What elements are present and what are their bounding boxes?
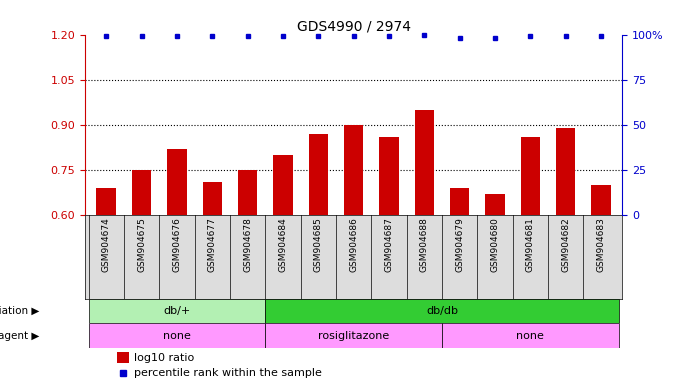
Bar <box>167 149 186 215</box>
Bar <box>592 185 611 215</box>
Text: GSM904684: GSM904684 <box>278 218 288 272</box>
Bar <box>442 323 619 348</box>
Text: GSM904675: GSM904675 <box>137 218 146 273</box>
Text: GSM904676: GSM904676 <box>173 218 182 273</box>
Bar <box>203 182 222 215</box>
Bar <box>97 188 116 215</box>
Text: GSM904682: GSM904682 <box>561 218 570 272</box>
Text: agent ▶: agent ▶ <box>0 331 39 341</box>
Bar <box>521 137 540 215</box>
Text: genotype/variation ▶: genotype/variation ▶ <box>0 306 39 316</box>
Bar <box>379 137 398 215</box>
Text: db/+: db/+ <box>163 306 190 316</box>
Text: log10 ratio: log10 ratio <box>135 353 194 362</box>
Text: GSM904683: GSM904683 <box>596 218 605 273</box>
Text: GSM904679: GSM904679 <box>455 218 464 273</box>
Text: none: none <box>163 331 191 341</box>
Bar <box>117 352 129 363</box>
Bar <box>238 170 257 215</box>
Bar <box>273 155 292 215</box>
Bar <box>415 110 434 215</box>
Text: none: none <box>516 331 544 341</box>
Text: GSM904680: GSM904680 <box>490 218 500 273</box>
Bar <box>265 299 619 323</box>
Text: GSM904685: GSM904685 <box>313 218 323 273</box>
Bar <box>88 299 265 323</box>
Bar <box>556 128 575 215</box>
Title: GDS4990 / 2974: GDS4990 / 2974 <box>296 20 411 33</box>
Bar <box>132 170 151 215</box>
Bar <box>450 188 469 215</box>
Text: db/db: db/db <box>426 306 458 316</box>
Text: percentile rank within the sample: percentile rank within the sample <box>135 368 322 378</box>
Bar <box>309 134 328 215</box>
Text: GSM904677: GSM904677 <box>207 218 217 273</box>
Text: GSM904678: GSM904678 <box>243 218 252 273</box>
Text: GSM904688: GSM904688 <box>420 218 429 273</box>
Bar <box>265 323 442 348</box>
Bar <box>344 125 363 215</box>
Text: GSM904687: GSM904687 <box>384 218 394 273</box>
Bar <box>88 323 265 348</box>
Bar <box>486 194 505 215</box>
Text: GSM904681: GSM904681 <box>526 218 534 273</box>
Text: GSM904686: GSM904686 <box>349 218 358 273</box>
Text: rosiglitazone: rosiglitazone <box>318 331 389 341</box>
Text: GSM904674: GSM904674 <box>102 218 111 272</box>
